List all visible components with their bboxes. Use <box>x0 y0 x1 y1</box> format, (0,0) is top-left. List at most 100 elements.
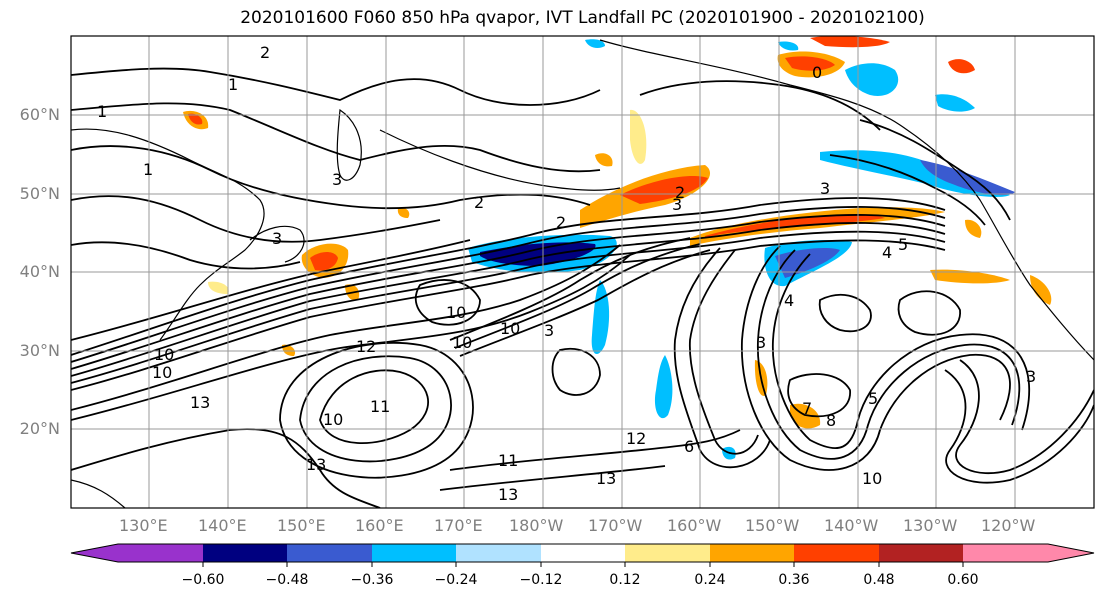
colorbar-segment <box>203 544 287 562</box>
colorbar-outline <box>70 543 1095 563</box>
contour-label: 3 <box>756 333 766 352</box>
anomaly-patch <box>585 39 605 48</box>
anomaly-patch <box>778 41 799 51</box>
colorbar-tick-label: 0.60 <box>947 572 979 588</box>
lon-label: 180°W <box>509 516 564 535</box>
contour-label: 3 <box>272 229 282 248</box>
contour-label: 1 <box>143 160 153 179</box>
lon-label: 160°W <box>667 516 722 535</box>
contour-line <box>551 347 601 396</box>
contour-line <box>71 67 601 106</box>
colorbar-tick-label: 0.36 <box>778 572 810 588</box>
anomaly-patch <box>630 109 647 164</box>
contour-line <box>944 369 1094 484</box>
anomaly-patch <box>208 281 229 294</box>
anomaly-patch <box>935 94 975 112</box>
contour-label: 2 <box>260 43 270 62</box>
lon-label: 150°E <box>277 516 326 535</box>
contour-line <box>449 429 741 471</box>
contour-line <box>454 243 701 349</box>
contour-line <box>741 245 1011 471</box>
contour-line <box>71 244 621 411</box>
contour-line <box>772 253 1031 450</box>
lon-label: 140°E <box>198 516 247 535</box>
colorbar-tick-label: −0.12 <box>519 572 563 588</box>
colorbar-segment <box>879 544 963 562</box>
contour-line <box>71 239 471 341</box>
lat-label: 40°N <box>19 262 60 281</box>
anomaly-patch <box>654 355 673 419</box>
contour-line <box>459 249 711 357</box>
contour-label: 0 <box>812 63 822 82</box>
gridlines <box>71 36 1094 508</box>
map-layers: 2 1 1 3 1 2 3 3 2 2 0 3 4 5 3 3 4 10 10 … <box>71 36 1094 508</box>
contour-line <box>787 373 851 418</box>
colorbar-segment <box>71 544 203 562</box>
contour-label: 11 <box>498 451 518 470</box>
contour-label: 10 <box>500 319 520 338</box>
colorbar-tick-label: −0.24 <box>434 572 478 588</box>
anomaly-patch <box>1030 275 1052 305</box>
contour-line <box>689 249 759 455</box>
contour-line <box>71 102 601 173</box>
contour-label: 12 <box>356 337 376 356</box>
anomaly-patch <box>310 252 338 271</box>
asia-coastline <box>71 128 265 341</box>
lon-label: 120°W <box>981 516 1036 535</box>
anomaly-patch <box>775 248 840 278</box>
contour-line <box>818 293 872 333</box>
lat-label: 50°N <box>19 184 60 203</box>
colorbar-tick-label: 0.48 <box>863 572 895 588</box>
contour-label: 13 <box>306 455 326 474</box>
contour-label: 12 <box>626 429 646 448</box>
colorbar-tick-label: 0.24 <box>694 572 726 588</box>
philippines-coastline <box>71 479 126 508</box>
contour-label: 10 <box>152 363 172 382</box>
anomaly-patch <box>591 280 610 355</box>
contour-label: 4 <box>882 243 892 262</box>
contour-line <box>319 369 429 445</box>
contour-label: 3 <box>1026 367 1036 386</box>
lat-label: 20°N <box>19 419 60 438</box>
lat-label: 60°N <box>19 105 60 124</box>
contour-label: 6 <box>684 437 694 456</box>
contour-label: 10 <box>452 333 472 352</box>
colorbar-segment <box>710 544 794 562</box>
colorbar-tick-label: 0.12 <box>609 572 641 588</box>
contour-label: 2 <box>556 213 566 232</box>
contour-line <box>439 465 666 491</box>
contour-line <box>71 428 381 508</box>
colorbar-segment <box>456 544 541 562</box>
contour-label: 3 <box>544 321 554 340</box>
shaded-anomaly-patches <box>183 36 1052 460</box>
contour-line <box>299 355 452 463</box>
contour-line <box>955 359 1094 475</box>
contour-line <box>757 249 1021 460</box>
contour-line <box>71 145 591 210</box>
contour-label: 10 <box>862 469 882 488</box>
anomaly-patch <box>620 175 708 204</box>
contour-line <box>639 80 881 131</box>
anomaly-patch <box>188 113 203 125</box>
contour-label: 11 <box>370 397 390 416</box>
contour-line <box>414 279 481 326</box>
colorbar-segment <box>372 544 456 562</box>
contour-label: 2 <box>675 183 685 202</box>
contour-label: 8 <box>826 411 836 430</box>
contour-line <box>279 341 474 479</box>
colorbar-segment <box>794 544 879 562</box>
lon-label: 170°E <box>434 516 483 535</box>
lon-label: 130°E <box>119 516 168 535</box>
anomaly-patch <box>595 153 613 167</box>
contour-line <box>449 237 691 341</box>
contour-label: 10 <box>446 303 466 322</box>
colorbar-tick-label: −0.36 <box>350 572 394 588</box>
lon-label: 130°W <box>903 516 958 535</box>
contour-label: 5 <box>898 235 908 254</box>
anomaly-patch <box>282 344 296 356</box>
anomaly-patch <box>965 219 982 238</box>
lon-label: 150°W <box>745 516 800 535</box>
contour-line <box>71 254 631 421</box>
colorbar-segment <box>625 544 710 562</box>
